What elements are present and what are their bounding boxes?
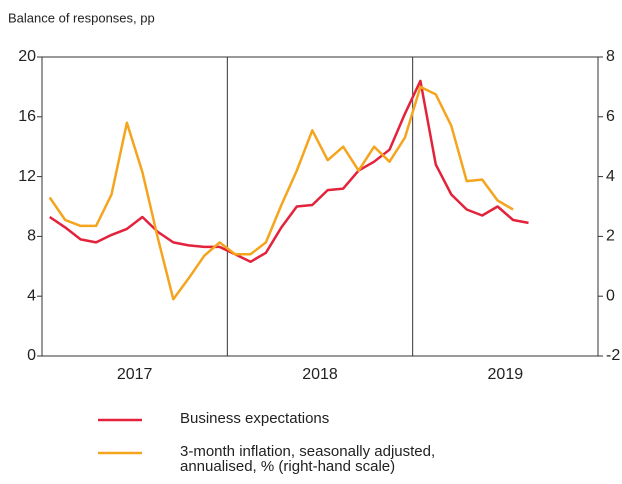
- x-tick-label: 2018: [302, 366, 338, 383]
- y2-tick-label: 2: [606, 228, 615, 245]
- y-tick-label: 4: [27, 287, 36, 304]
- y2-tick-label: -2: [606, 347, 620, 364]
- y-tick-label: 16: [18, 108, 36, 125]
- y-tick-label: 20: [18, 48, 36, 65]
- y-tick-label: 12: [18, 168, 36, 185]
- series-line: [48, 85, 514, 301]
- y2-tick-label: 8: [606, 48, 615, 65]
- y2-tick-label: 0: [606, 287, 615, 304]
- y-tick-label: 8: [27, 228, 36, 245]
- series-line: [49, 79, 529, 264]
- plot-frame: [41, 56, 599, 357]
- y-tick-label: 0: [27, 347, 36, 364]
- chart-title: Balance of responses, pp: [8, 10, 155, 25]
- x-tick-label: 2017: [117, 366, 153, 383]
- x-tick-label: 2019: [488, 366, 524, 383]
- y2-tick-label: 4: [606, 168, 615, 185]
- y2-tick-label: 6: [606, 108, 615, 125]
- legend-label: Business expectations: [180, 410, 330, 427]
- legend-label: 3-month inflation, seasonally adjusted, …: [180, 443, 436, 475]
